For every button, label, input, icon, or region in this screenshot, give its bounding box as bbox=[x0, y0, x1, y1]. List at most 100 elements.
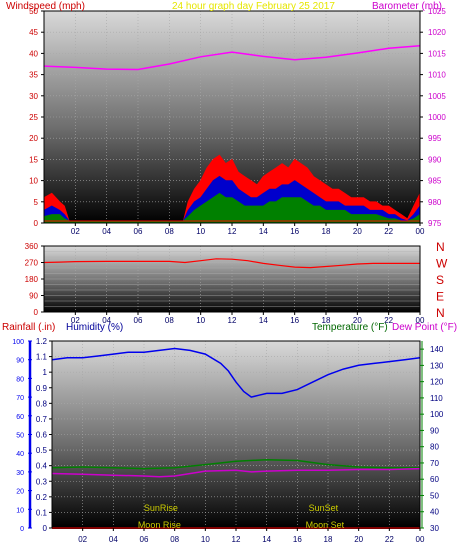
astro-annotation: SunRise bbox=[144, 503, 178, 513]
direction-ytick-label: 180 bbox=[25, 275, 39, 284]
dewpoint-line bbox=[51, 467, 421, 478]
rain-ytick-label: 0.5 bbox=[36, 446, 48, 455]
rain-ytick-label: 0.9 bbox=[36, 384, 48, 393]
temperature-panel-xtick-label: 08 bbox=[170, 535, 179, 544]
direction-ytick-label: 0 bbox=[34, 308, 39, 317]
rain-ytick-label: 0.1 bbox=[36, 508, 48, 517]
rainfall-axis-label: Rainfall (.in) bbox=[2, 322, 55, 333]
direction-panel-xtick-label: 18 bbox=[322, 316, 331, 325]
chart-title: 24 hour graph day February 25 2017 bbox=[172, 1, 335, 12]
barometer-ytick-label: 990 bbox=[428, 155, 442, 164]
temperature-ytick-label: 40 bbox=[430, 508, 439, 517]
direction-ytick-label: 90 bbox=[29, 292, 38, 301]
temperature-ytick-label: 60 bbox=[430, 475, 439, 484]
temperature-axis-label: Temperature (°F) bbox=[312, 322, 388, 333]
rain-ytick-label: 1.1 bbox=[36, 353, 48, 362]
wind-ytick-label: 30 bbox=[29, 92, 38, 101]
barometer-ytick-label: 1005 bbox=[428, 92, 446, 101]
rain-ytick-label: 1.2 bbox=[36, 337, 48, 346]
temperature-panel-xtick-label: 20 bbox=[354, 535, 363, 544]
direction-ytick-label: 270 bbox=[25, 259, 39, 268]
temperature-ytick-label: 80 bbox=[430, 443, 439, 452]
temperature-ytick-label: 50 bbox=[430, 491, 439, 500]
temperature-panel-xtick-label: 06 bbox=[140, 535, 149, 544]
rain-ytick-label: 0.6 bbox=[36, 431, 48, 440]
compass-label: E bbox=[436, 290, 444, 304]
temperature-ytick-label: 90 bbox=[430, 426, 439, 435]
temperature-ytick-label: 110 bbox=[430, 394, 443, 403]
barometer-ytick-label: 1015 bbox=[428, 49, 446, 58]
humidity-ytick-label: 0 bbox=[20, 526, 24, 533]
dewpoint-axis-label: Dew Point (°F) bbox=[392, 322, 457, 333]
barometer-ytick-label: 980 bbox=[428, 198, 442, 207]
compass-label: S bbox=[436, 273, 444, 287]
compass-label: N bbox=[436, 240, 445, 254]
humidity-ytick-label: 90 bbox=[16, 358, 24, 365]
wind-panel-xtick-label: 00 bbox=[416, 227, 425, 236]
wind-ytick-label: 0 bbox=[34, 219, 39, 228]
direction-panel-xtick-label: 12 bbox=[228, 316, 237, 325]
rain-ytick-label: 0.3 bbox=[36, 477, 48, 486]
temperature-panel-xtick-label: 22 bbox=[385, 535, 394, 544]
wind-panel-xtick-label: 02 bbox=[71, 227, 80, 236]
compass-label: N bbox=[436, 306, 445, 320]
wind-panel-xtick-label: 22 bbox=[384, 227, 393, 236]
humidity-ytick-label: 30 bbox=[16, 470, 24, 477]
direction-panel-xtick-label: 22 bbox=[384, 316, 393, 325]
rain-ytick-label: 0.4 bbox=[36, 462, 48, 471]
direction-panel-xtick-label: 14 bbox=[259, 316, 268, 325]
temperature-ytick-label: 120 bbox=[430, 378, 444, 387]
barometer-ytick-label: 1000 bbox=[428, 113, 446, 122]
wind-ytick-label: 15 bbox=[29, 155, 38, 164]
barometer-ytick-label: 975 bbox=[428, 219, 442, 228]
wind-panel-xtick-label: 18 bbox=[322, 227, 331, 236]
barometer-ytick-label: 1010 bbox=[428, 71, 446, 80]
wind-ytick-label: 25 bbox=[29, 113, 38, 122]
direction-panel-xtick-label: 04 bbox=[102, 316, 111, 325]
temperature-panel-xtick-label: 18 bbox=[324, 535, 333, 544]
barometer-line bbox=[43, 45, 421, 71]
direction-panel-xtick-label: 06 bbox=[134, 316, 143, 325]
humidity-line bbox=[51, 347, 421, 398]
direction-panel-xtick-label: 16 bbox=[290, 316, 299, 325]
wind-ytick-label: 35 bbox=[29, 71, 38, 80]
humidity-ytick-label: 50 bbox=[16, 433, 24, 440]
rain-ytick-label: 1 bbox=[43, 368, 48, 377]
wind-panel-xtick-label: 08 bbox=[165, 227, 174, 236]
wind-ytick-label: 45 bbox=[29, 28, 38, 37]
rain-ytick-label: 0.2 bbox=[36, 493, 48, 502]
wind-ytick-label: 40 bbox=[29, 49, 38, 58]
humidity-ytick-label: 10 bbox=[16, 507, 24, 514]
temperature-panel-xtick-label: 00 bbox=[416, 535, 425, 544]
direction-panel-xtick-label: 20 bbox=[353, 316, 362, 325]
barometer-axis-label: Barometer (mb) bbox=[372, 1, 442, 12]
wind-panel-xtick-label: 12 bbox=[228, 227, 237, 236]
humidity-ytick-label: 80 bbox=[16, 376, 24, 383]
windspeed-axis-label: Windspeed (mph) bbox=[6, 1, 85, 12]
direction-panel-xtick-label: 10 bbox=[196, 316, 205, 325]
direction-ytick-label: 360 bbox=[25, 242, 39, 251]
wind-ytick-label: 5 bbox=[34, 198, 39, 207]
rain-ytick-label: 0 bbox=[43, 524, 48, 533]
temperature-panel-xtick-label: 16 bbox=[293, 535, 302, 544]
direction-panel-xtick-label: 08 bbox=[165, 316, 174, 325]
humidity-ytick-label: 100 bbox=[12, 339, 24, 346]
temperature-ytick-label: 140 bbox=[430, 345, 444, 354]
rain-ytick-label: 0.7 bbox=[36, 415, 48, 424]
wind-panel-xtick-label: 10 bbox=[196, 227, 205, 236]
astro-annotation: Moon Rise bbox=[138, 520, 181, 530]
temperature-ytick-label: 100 bbox=[430, 410, 444, 419]
wind-ytick-label: 20 bbox=[29, 134, 38, 143]
temperature-panel-xtick-label: 14 bbox=[262, 535, 271, 544]
avg-area bbox=[43, 192, 421, 224]
temperature-line bbox=[51, 458, 420, 470]
wind-panel-xtick-label: 04 bbox=[102, 227, 111, 236]
barometer-ytick-label: 985 bbox=[428, 177, 442, 186]
humidity-axis-label: Humidity (%) bbox=[66, 322, 123, 333]
wind-panel-xtick-label: 14 bbox=[259, 227, 268, 236]
direction-panel-xtick-label: 02 bbox=[71, 316, 80, 325]
wind-ytick-label: 10 bbox=[29, 177, 38, 186]
compass-label: W bbox=[436, 257, 448, 271]
